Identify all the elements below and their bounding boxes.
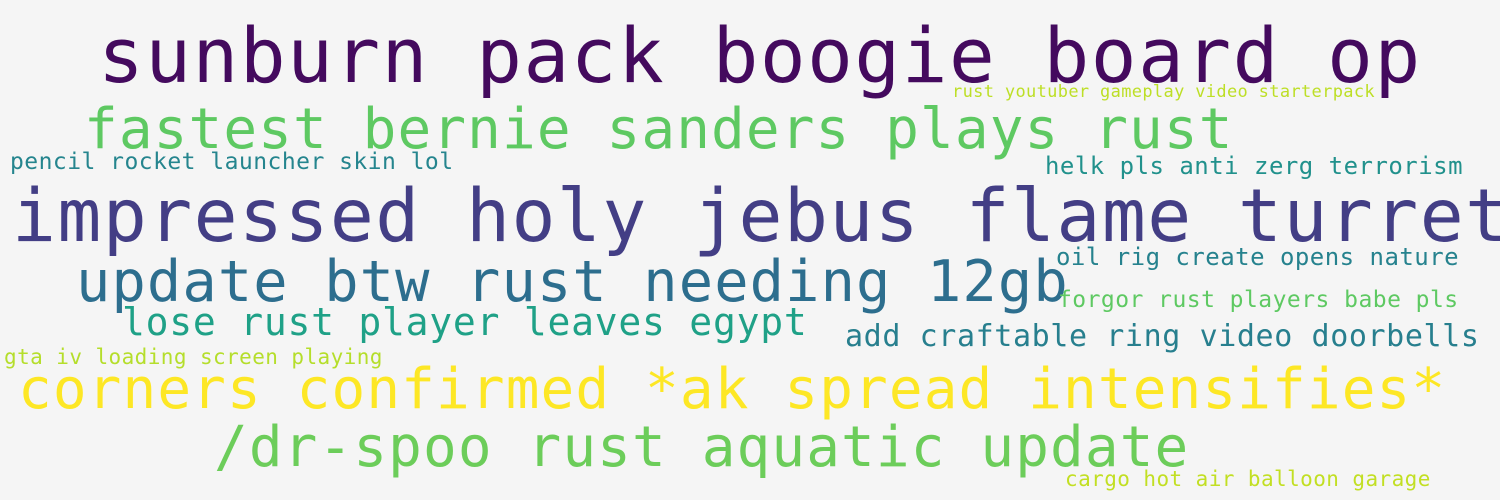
word-phrase: rust youtuber gameplay video starterpack	[952, 82, 1375, 102]
word-phrase: forgor rust players babe pls	[1058, 287, 1459, 313]
word-phrase: gta iv loading screen playing	[4, 345, 383, 369]
word-phrase: oil rig create opens nature	[1056, 243, 1460, 271]
word-phrase: corners confirmed *ak spread intensifies…	[18, 357, 1447, 422]
word-phrase: lose rust player leaves egypt	[122, 300, 808, 344]
word-phrase: pencil rocket launcher skin lol	[10, 149, 454, 175]
word-phrase: sunburn pack boogie board op	[98, 11, 1422, 100]
word-phrase: add craftable ring video doorbells	[845, 319, 1480, 354]
word-phrase: cargo hot air balloon garage	[1065, 467, 1431, 491]
word-phrase: fastest bernie sanders plays rust	[84, 97, 1234, 162]
word-phrase: /dr-spoo rust aquatic update	[214, 415, 1190, 480]
word-phrase: helk pls anti zerg terrorism	[1045, 152, 1464, 180]
word-phrase: update btw rust needing 12gb	[76, 249, 1069, 315]
word-phrase: impressed holy jebus flame turret	[12, 174, 1500, 259]
